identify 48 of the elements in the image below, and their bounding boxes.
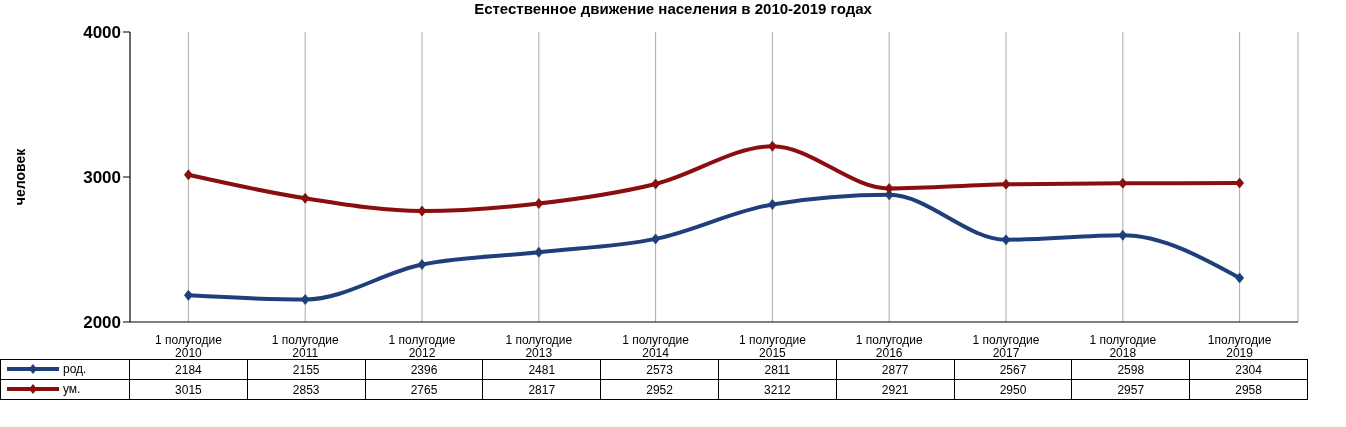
point (1001, 234, 1011, 246)
x-tick-label: 1 полугодие 2018 (1089, 332, 1157, 361)
data-label: 3015 (129, 379, 248, 400)
data-label: 2817 (482, 379, 601, 400)
x-tick-label: 1полугодие 2019 (1207, 332, 1272, 361)
point (417, 259, 427, 270)
x-tick-label: 1 полугодие 2017 (972, 332, 1040, 361)
point (184, 169, 193, 181)
data-label: 2921 (836, 379, 955, 400)
y-axis-title: человек (11, 147, 28, 206)
y-tick-label: 2000 (83, 313, 121, 333)
data-label: 2950 (954, 379, 1072, 400)
data-label: 2481 (482, 359, 601, 380)
point (184, 289, 193, 301)
point (300, 192, 310, 204)
data-label: 2877 (836, 359, 955, 380)
data-label: 2598 (1071, 359, 1190, 380)
point (534, 246, 544, 258)
data-label: 3212 (718, 379, 837, 400)
x-tick-label: 1 полугодие 2010 (154, 332, 223, 361)
data-label: 2396 (365, 359, 483, 380)
chart-title: Естественное движение населения в 2010-2019 годах (473, 0, 873, 19)
data-label: 2155 (247, 359, 366, 380)
x-tick-label: 1 полугодие 2015 (738, 332, 807, 361)
point (651, 178, 660, 190)
point (768, 199, 777, 210)
data-label: 2811 (718, 359, 837, 380)
x-tick-label: 1 полугодие 2013 (505, 332, 573, 361)
y-tick-label: 3000 (83, 168, 121, 188)
data-label: 2958 (1189, 379, 1308, 400)
x-tick-label: 1 полугодие 2014 (622, 332, 690, 361)
data-label: 2952 (600, 379, 719, 400)
legend-label: ум. (63, 381, 81, 396)
y-tick-label: 4000 (83, 23, 121, 43)
point (768, 140, 777, 152)
data-label: 2765 (365, 379, 483, 400)
legend-label: род. (63, 361, 87, 376)
data-label: 2304 (1189, 359, 1308, 380)
data-label: 2184 (129, 359, 248, 380)
x-tick-label: 1 полугодие 2016 (855, 332, 923, 361)
x-tick-label: 1 полугодие 2012 (388, 332, 456, 361)
data-label: 2853 (247, 379, 366, 400)
point (1235, 272, 1244, 284)
x-tick-label: 1 полугодие 2011 (271, 332, 339, 361)
data-label: 2567 (954, 359, 1072, 380)
data-label: 2957 (1071, 379, 1190, 400)
point (651, 233, 660, 245)
data-label: 2573 (600, 359, 719, 380)
